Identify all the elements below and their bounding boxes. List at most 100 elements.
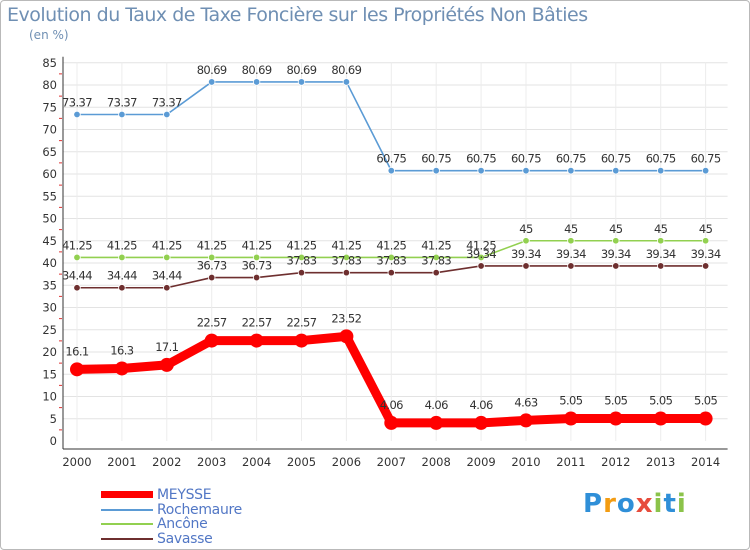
data-labels: 73.37 73.37 73.37 80.69 80.69 80.69 80.69 60.75… — [62, 63, 721, 412]
data-label-meysse: 16.3 — [110, 343, 133, 357]
y-tick-label: 30 — [42, 301, 57, 315]
data-label-savasse: 39.34 — [511, 247, 541, 261]
y-tick-label: 5 — [50, 412, 57, 426]
data-point-savasse — [163, 284, 171, 292]
data-point-savasse — [522, 262, 530, 270]
data-point-meysse — [249, 333, 264, 348]
data-point-meysse — [429, 415, 444, 430]
data-label-meysse: 5.05 — [559, 394, 582, 408]
data-label-meysse: 4.06 — [425, 398, 448, 412]
data-point-savasse — [432, 268, 440, 277]
chart-title: Evolution du Taux de Taxe Foncière sur l… — [7, 4, 588, 26]
data-point-meysse — [114, 361, 129, 376]
data-label-meysse: 5.05 — [649, 394, 672, 408]
data-point-ancone — [567, 237, 575, 245]
data-label-meysse: 4.63 — [514, 395, 537, 409]
data-label-rochemaure: 60.75 — [556, 152, 586, 166]
data-label-ancone: 41.25 — [421, 238, 451, 252]
data-label-rochemaure: 60.75 — [646, 152, 676, 166]
data-label-meysse: 22.57 — [242, 316, 272, 330]
legend-swatch-ancone — [101, 523, 153, 525]
data-label-savasse: 39.34 — [601, 247, 631, 261]
data-point-savasse — [387, 268, 395, 277]
data-point-ancone — [701, 237, 710, 245]
data-point-savasse — [567, 262, 575, 270]
x-tick-label: 2008 — [422, 455, 451, 469]
x-tick-label: 2002 — [152, 455, 181, 469]
data-point-rochemaure — [207, 78, 216, 86]
data-label-rochemaure: 60.75 — [601, 152, 631, 166]
y-tick-label: 80 — [42, 78, 57, 92]
data-point-savasse — [73, 284, 81, 292]
series-group — [70, 78, 713, 430]
data-point-rochemaure — [701, 166, 710, 175]
x-tick-label: 2001 — [107, 455, 136, 469]
legend-swatch-meysse — [101, 491, 153, 498]
data-point-savasse — [701, 262, 710, 270]
data-label-ancone: 41.25 — [107, 238, 137, 252]
x-tick-label: 2014 — [691, 455, 720, 469]
y-tick-label: 20 — [42, 345, 57, 359]
legend-label-savasse: Savasse — [157, 530, 213, 547]
data-point-rochemaure — [342, 78, 351, 86]
data-label-rochemaure: 80.69 — [242, 63, 272, 77]
x-tick-label: 2007 — [377, 455, 406, 469]
x-tick-label: 2000 — [62, 455, 91, 469]
data-label-savasse: 34.44 — [107, 269, 137, 283]
data-point-ancone — [73, 253, 81, 262]
data-label-savasse: 39.34 — [646, 247, 676, 261]
data-point-savasse — [657, 262, 665, 270]
logo-letter: o — [616, 489, 636, 519]
data-label-ancone: 41.25 — [242, 238, 272, 252]
data-point-meysse — [474, 415, 489, 430]
data-label-rochemaure: 60.75 — [376, 152, 406, 166]
data-label-savasse: 37.83 — [287, 254, 317, 268]
data-label-ancone: 41.25 — [466, 238, 496, 252]
logo-letter: P — [583, 489, 604, 519]
data-label-ancone: 45 — [699, 222, 713, 236]
data-label-rochemaure: 60.75 — [421, 152, 451, 166]
data-label-savasse: 34.44 — [62, 269, 92, 283]
data-point-meysse — [384, 415, 399, 430]
data-point-ancone — [252, 253, 261, 262]
data-label-ancone: 41.25 — [197, 238, 227, 252]
x-tick-label: 2011 — [556, 455, 585, 469]
data-point-rochemaure — [163, 110, 171, 119]
data-point-ancone — [657, 237, 665, 245]
data-label-meysse: 4.06 — [469, 398, 492, 412]
y-tick-label: 85 — [42, 56, 57, 70]
y-tick-label: 60 — [42, 167, 57, 181]
data-point-meysse — [339, 329, 354, 344]
data-point-meysse — [70, 362, 84, 377]
data-label-savasse: 39.34 — [556, 247, 586, 261]
data-point-rochemaure — [612, 166, 620, 175]
data-point-ancone — [522, 237, 530, 245]
data-label-ancone: 41.25 — [287, 238, 317, 252]
data-label-rochemaure: 80.69 — [287, 63, 317, 77]
data-label-rochemaure: 73.37 — [107, 96, 137, 110]
data-point-meysse — [519, 413, 533, 428]
x-tick-label: 2010 — [511, 455, 540, 469]
data-point-ancone — [387, 253, 395, 262]
data-label-ancone: 45 — [654, 222, 668, 236]
data-point-ancone — [612, 237, 620, 245]
logo-letter: t — [663, 489, 677, 519]
x-tick-label: 2005 — [287, 455, 316, 469]
y-tick-label: 15 — [42, 367, 57, 381]
data-label-savasse: 39.34 — [691, 247, 721, 261]
data-point-ancone — [163, 253, 171, 262]
data-point-rochemaure — [432, 166, 440, 175]
x-tick-label: 2004 — [242, 455, 271, 469]
y-tick-label: 40 — [42, 256, 57, 270]
x-tick-label: 2012 — [601, 455, 630, 469]
data-point-rochemaure — [657, 166, 665, 175]
data-point-meysse — [698, 411, 713, 426]
data-point-savasse — [297, 268, 306, 277]
proxiti-logo: Proxiti — [583, 489, 687, 519]
data-label-rochemaure: 60.75 — [691, 152, 721, 166]
data-point-ancone — [432, 253, 440, 262]
data-point-rochemaure — [73, 110, 81, 119]
x-tick-label: 2013 — [646, 455, 675, 469]
data-label-ancone: 45 — [609, 222, 623, 236]
